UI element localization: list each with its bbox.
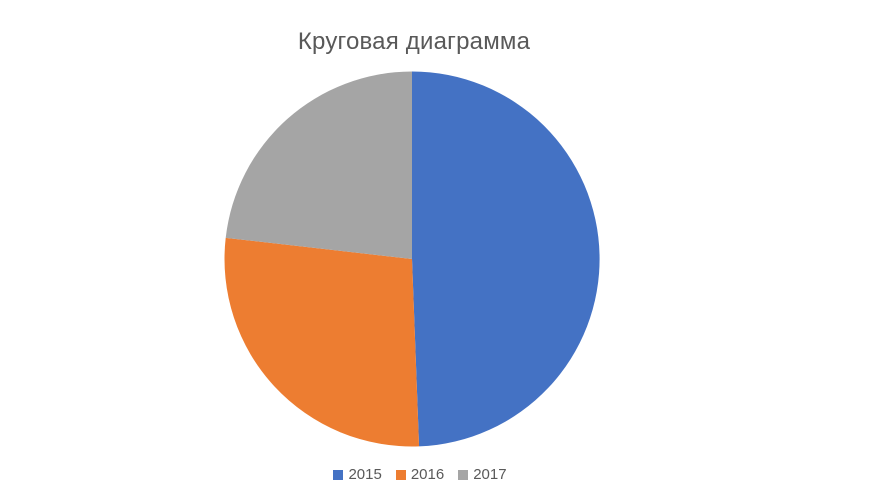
chart-legend: 2015 2016 2017 bbox=[0, 466, 840, 484]
legend-swatch-icon bbox=[458, 470, 469, 480]
pie-plot-area bbox=[224, 71, 600, 447]
pie-chart-svg bbox=[224, 71, 600, 447]
legend-item-2015[interactable]: 2015 bbox=[333, 466, 382, 484]
legend-label: 2016 bbox=[410, 466, 445, 483]
legend-label: 2017 bbox=[473, 466, 507, 483]
pie-slice-2016[interactable] bbox=[224, 237, 420, 447]
legend-item-2017[interactable]: 2017 bbox=[458, 466, 507, 484]
pie-slice-2015[interactable] bbox=[412, 71, 600, 447]
legend-swatch-icon bbox=[333, 470, 344, 480]
pie-slice-2017[interactable] bbox=[225, 71, 412, 259]
chart-title: Круговая диаграмма bbox=[297, 28, 531, 55]
legend-item-2016[interactable]: 2016 bbox=[395, 466, 445, 484]
legend-swatch-icon bbox=[395, 470, 406, 480]
legend-label: 2015 bbox=[348, 466, 382, 483]
